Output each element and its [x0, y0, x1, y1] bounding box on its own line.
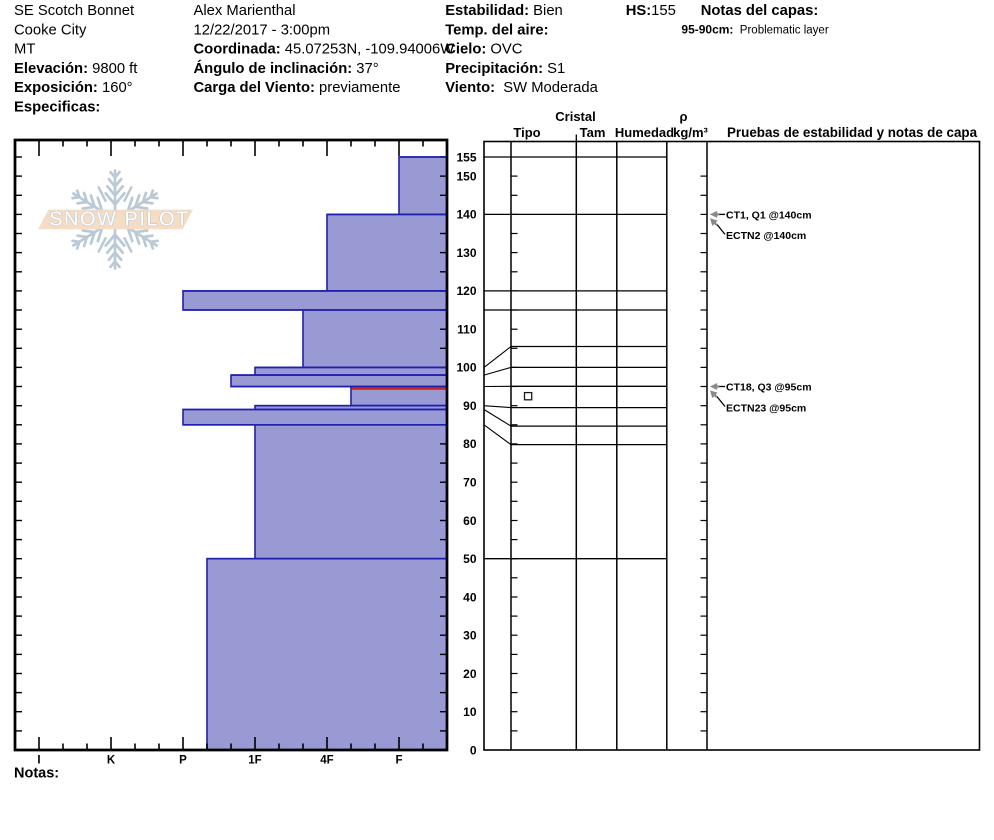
- svg-text:10: 10: [463, 705, 477, 719]
- svg-text:ECTN23 @95cm: ECTN23 @95cm: [726, 402, 806, 414]
- svg-text:CT18, Q3 @95cm: CT18, Q3 @95cm: [726, 382, 812, 394]
- svg-text:4F: 4F: [320, 755, 333, 767]
- svg-text:Elevación: 9800 ft: Elevación: 9800 ft: [14, 61, 137, 77]
- svg-text:CT1, Q1 @140cm: CT1, Q1 @140cm: [726, 210, 812, 222]
- svg-text:Cooke City: Cooke City: [14, 22, 87, 38]
- svg-text:Carga del Viento: previamente: Carga del Viento: previamente: [194, 80, 401, 96]
- svg-text:70: 70: [463, 476, 477, 490]
- svg-text:Notas:: Notas:: [14, 766, 59, 782]
- svg-text:95-90cm: Problematic layer: 95-90cm: Problematic layer: [681, 22, 828, 36]
- svg-text:Especificas:: Especificas:: [14, 100, 100, 116]
- svg-text:Pruebas de estabilidad y notas: Pruebas de estabilidad y notas de capa: [727, 125, 978, 140]
- svg-text:Notas del capas:: Notas del capas:: [701, 3, 819, 19]
- svg-text:80: 80: [463, 437, 477, 451]
- svg-text:130: 130: [456, 246, 476, 260]
- svg-text:1F: 1F: [248, 755, 261, 767]
- svg-text:Ángulo de inclinación: 37°: Ángulo de inclinación: 37°: [194, 60, 379, 77]
- svg-text:SE Scotch Bonnet: SE Scotch Bonnet: [14, 3, 134, 19]
- svg-text:K: K: [107, 755, 116, 767]
- svg-text:kg/m³: kg/m³: [673, 125, 708, 140]
- svg-text:Exposición: 160°: Exposición: 160°: [14, 80, 133, 96]
- svg-text:0: 0: [470, 743, 477, 757]
- svg-text:110: 110: [457, 323, 477, 337]
- svg-text:Humedad: Humedad: [615, 125, 674, 140]
- svg-text:100: 100: [456, 361, 476, 375]
- svg-text:Coordinada: 45.07253N, -109.94: Coordinada: 45.07253N, -109.94006W: [194, 42, 455, 58]
- svg-text:Viento: SW Moderada: Viento: SW Moderada: [445, 80, 598, 96]
- svg-text:20: 20: [463, 667, 477, 681]
- svg-text:Temp. del aire:: Temp. del aire:: [445, 22, 548, 38]
- svg-text:60: 60: [463, 514, 477, 528]
- svg-text:120: 120: [456, 284, 476, 298]
- svg-text:SNOW PILOT: SNOW PILOT: [49, 208, 190, 230]
- svg-text:P: P: [179, 755, 187, 767]
- svg-text:12/22/2017 - 3:00pm: 12/22/2017 - 3:00pm: [194, 22, 331, 38]
- svg-text:Cielo: OVC: Cielo: OVC: [445, 42, 523, 58]
- svg-text:50: 50: [463, 552, 477, 566]
- svg-text:Tam: Tam: [580, 125, 606, 140]
- svg-text:Precipitación: S1: Precipitación: S1: [445, 61, 565, 77]
- svg-text:HS:155: HS:155: [626, 3, 676, 19]
- svg-text:Cristal: Cristal: [555, 109, 595, 124]
- svg-text:MT: MT: [14, 42, 35, 58]
- svg-text:40: 40: [463, 590, 477, 604]
- svg-text:I: I: [37, 755, 40, 767]
- svg-text:150: 150: [456, 169, 476, 183]
- svg-text:30: 30: [463, 629, 477, 643]
- svg-text:Estabilidad: Bien: Estabilidad: Bien: [445, 3, 563, 19]
- svg-text:155: 155: [456, 150, 476, 164]
- svg-text:F: F: [395, 755, 402, 767]
- svg-text:140: 140: [456, 208, 476, 222]
- svg-text:Tipo: Tipo: [513, 125, 540, 140]
- svg-text:ρ: ρ: [679, 109, 687, 124]
- svg-text:Alex Marienthal: Alex Marienthal: [194, 3, 296, 19]
- svg-text:90: 90: [463, 399, 477, 413]
- svg-text:ECTN2 @140cm: ECTN2 @140cm: [726, 230, 806, 242]
